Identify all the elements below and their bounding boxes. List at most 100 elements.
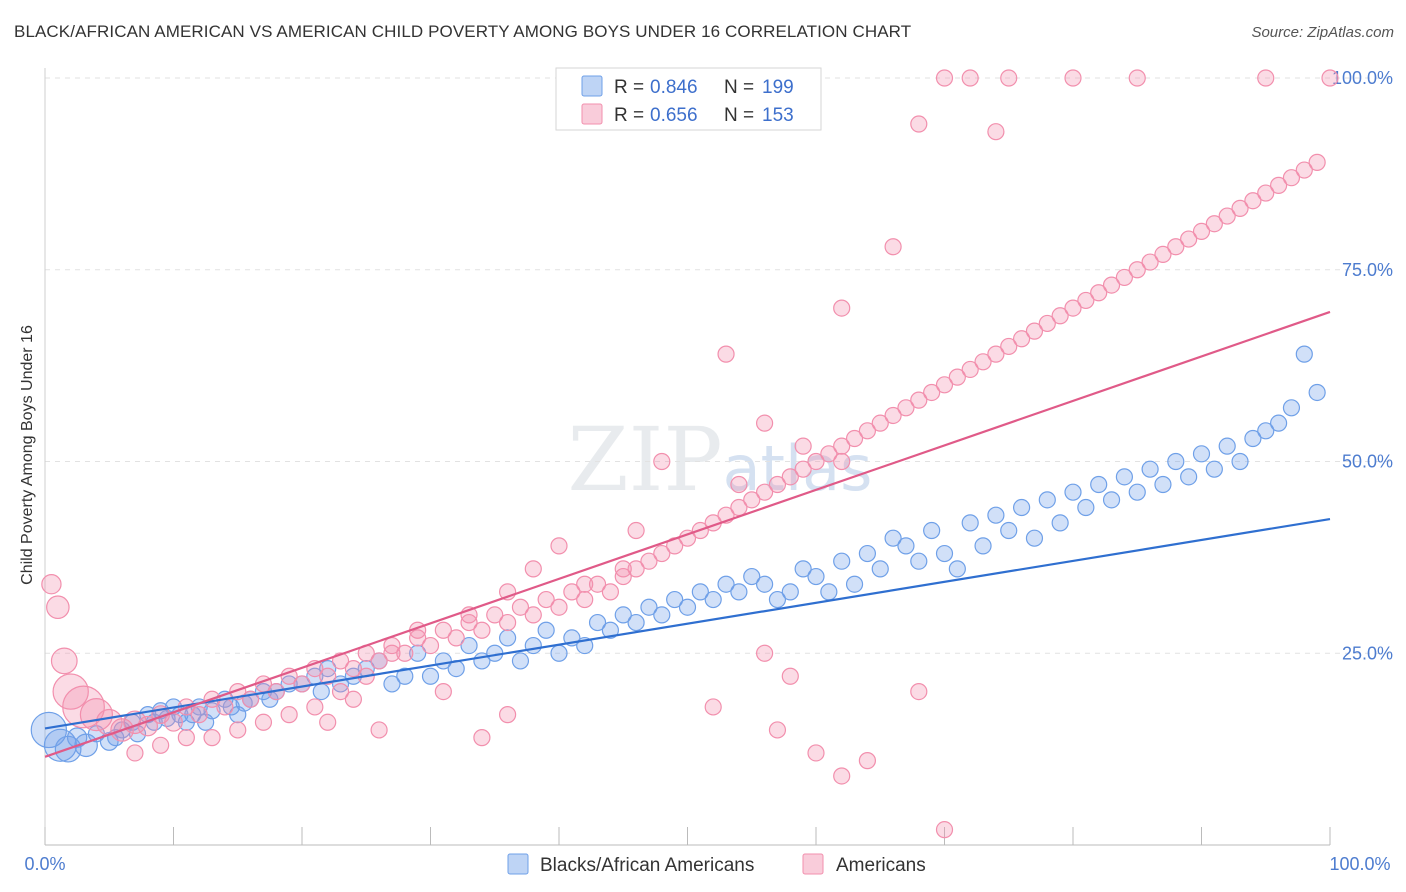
data-point — [537, 590, 555, 609]
data-point — [1077, 498, 1095, 517]
data-point — [52, 673, 89, 710]
data-point — [807, 452, 825, 471]
data-point — [601, 583, 620, 601]
data-point — [935, 376, 954, 394]
data-point — [1064, 483, 1082, 501]
data-point — [1051, 307, 1069, 325]
data-point — [781, 468, 799, 486]
data-point — [1000, 337, 1018, 356]
data-point — [871, 414, 889, 432]
data-point — [524, 636, 542, 655]
data-point — [884, 238, 902, 256]
data-point — [1192, 222, 1211, 240]
data-point — [409, 644, 427, 662]
data-point — [1218, 437, 1236, 455]
legend-n-value: 153 — [762, 105, 794, 126]
chart-title: BLACK/AFRICAN AMERICAN VS AMERICAN CHILD… — [14, 22, 912, 41]
legend-swatch — [581, 75, 603, 97]
data-point — [229, 721, 247, 739]
data-point — [447, 629, 465, 647]
bottom-legend-label: Blacks/African Americans — [540, 855, 754, 876]
y-tick-label: 25.0% — [1342, 643, 1393, 663]
data-point — [794, 437, 812, 455]
data-point — [948, 560, 966, 578]
data-point — [563, 583, 581, 601]
data-point — [1295, 345, 1313, 363]
data-point — [1257, 69, 1275, 87]
data-point — [833, 437, 851, 455]
data-point — [807, 567, 825, 586]
data-point — [177, 729, 195, 747]
data-point — [1269, 414, 1288, 432]
data-point — [666, 590, 684, 609]
legend-n-label: N = — [724, 77, 754, 98]
data-point — [370, 721, 388, 739]
x-tick-label-max: 100.0% — [1329, 854, 1390, 874]
data-point — [653, 544, 671, 563]
data-point — [576, 590, 594, 609]
data-point — [935, 69, 954, 87]
data-point — [1192, 445, 1211, 463]
data-point — [833, 299, 851, 317]
data-point — [254, 713, 273, 731]
data-point — [833, 452, 851, 471]
data-point — [910, 115, 928, 133]
data-point — [807, 744, 825, 762]
legend-box — [555, 67, 822, 131]
data-point — [755, 575, 774, 593]
data-point — [473, 621, 491, 639]
data-point — [627, 521, 645, 540]
data-point — [550, 598, 568, 616]
data-point — [434, 682, 452, 701]
legend-swatch — [581, 103, 603, 125]
data-point — [550, 644, 568, 662]
data-point — [961, 360, 979, 379]
data-point — [897, 399, 915, 417]
data-point — [1154, 475, 1172, 494]
data-point — [1295, 161, 1313, 179]
data-point — [1025, 529, 1044, 547]
data-point — [1090, 284, 1108, 302]
data-point — [1115, 468, 1134, 486]
data-point — [743, 567, 761, 586]
data-point — [499, 706, 517, 724]
data-point — [961, 69, 979, 87]
series-blacks — [30, 345, 1326, 763]
data-point — [923, 521, 941, 540]
data-point — [511, 652, 530, 670]
data-point — [858, 422, 877, 440]
data-point — [820, 583, 838, 601]
data-point — [755, 483, 774, 501]
data-point — [1128, 69, 1146, 87]
data-point — [126, 744, 144, 762]
data-point — [41, 574, 62, 595]
data-point — [473, 729, 491, 747]
data-point — [884, 406, 902, 425]
data-point — [1282, 399, 1301, 417]
data-point — [79, 698, 114, 732]
data-point — [1141, 460, 1159, 478]
watermark: ZIPatlas — [568, 408, 873, 511]
data-point — [312, 682, 330, 701]
data-point — [1231, 199, 1249, 217]
data-point — [1012, 498, 1031, 517]
data-point — [293, 675, 311, 693]
legend-r-value: 0.656 — [650, 105, 698, 126]
bottom-legend-swatch — [802, 853, 824, 875]
data-point — [910, 682, 928, 701]
data-point — [319, 713, 337, 731]
data-point — [845, 429, 864, 448]
data-point — [730, 475, 748, 494]
data-point — [344, 659, 362, 678]
data-point — [1257, 184, 1275, 202]
data-point — [1308, 383, 1326, 402]
data-point — [370, 652, 388, 670]
data-point — [511, 598, 530, 616]
data-point — [717, 575, 735, 593]
data-point — [319, 667, 337, 685]
data-point — [1115, 268, 1134, 287]
data-point — [755, 644, 774, 662]
bottom-legend-label: Americans — [836, 855, 926, 876]
data-point — [486, 606, 504, 624]
